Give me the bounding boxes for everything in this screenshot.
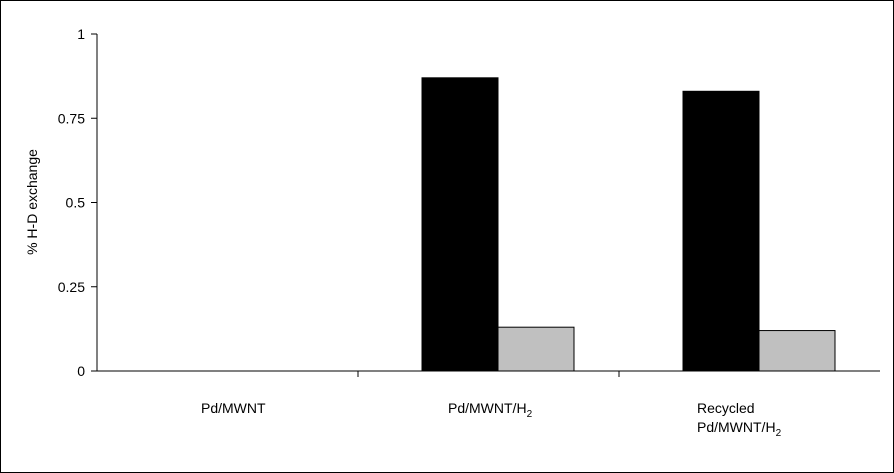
y-tick-label: 0.75 [58,110,85,126]
y-tick-label: 0 [77,363,85,379]
y-tick-label: 0.5 [66,195,86,211]
bar [497,326,575,372]
x-category-label: Pd/MWNT/H2 [448,400,533,420]
y-axis-title: % H-D exchange [24,149,40,255]
bar [682,90,760,372]
x-category-label: Recycled [697,400,755,416]
bar [421,77,499,372]
bar [758,330,836,372]
y-tick-label: 0.25 [58,279,85,295]
x-category-label: Pd/MWNT [201,400,266,416]
y-tick-label: 1 [77,26,85,42]
x-category-label: Pd/MWNT/H2 [697,419,782,439]
